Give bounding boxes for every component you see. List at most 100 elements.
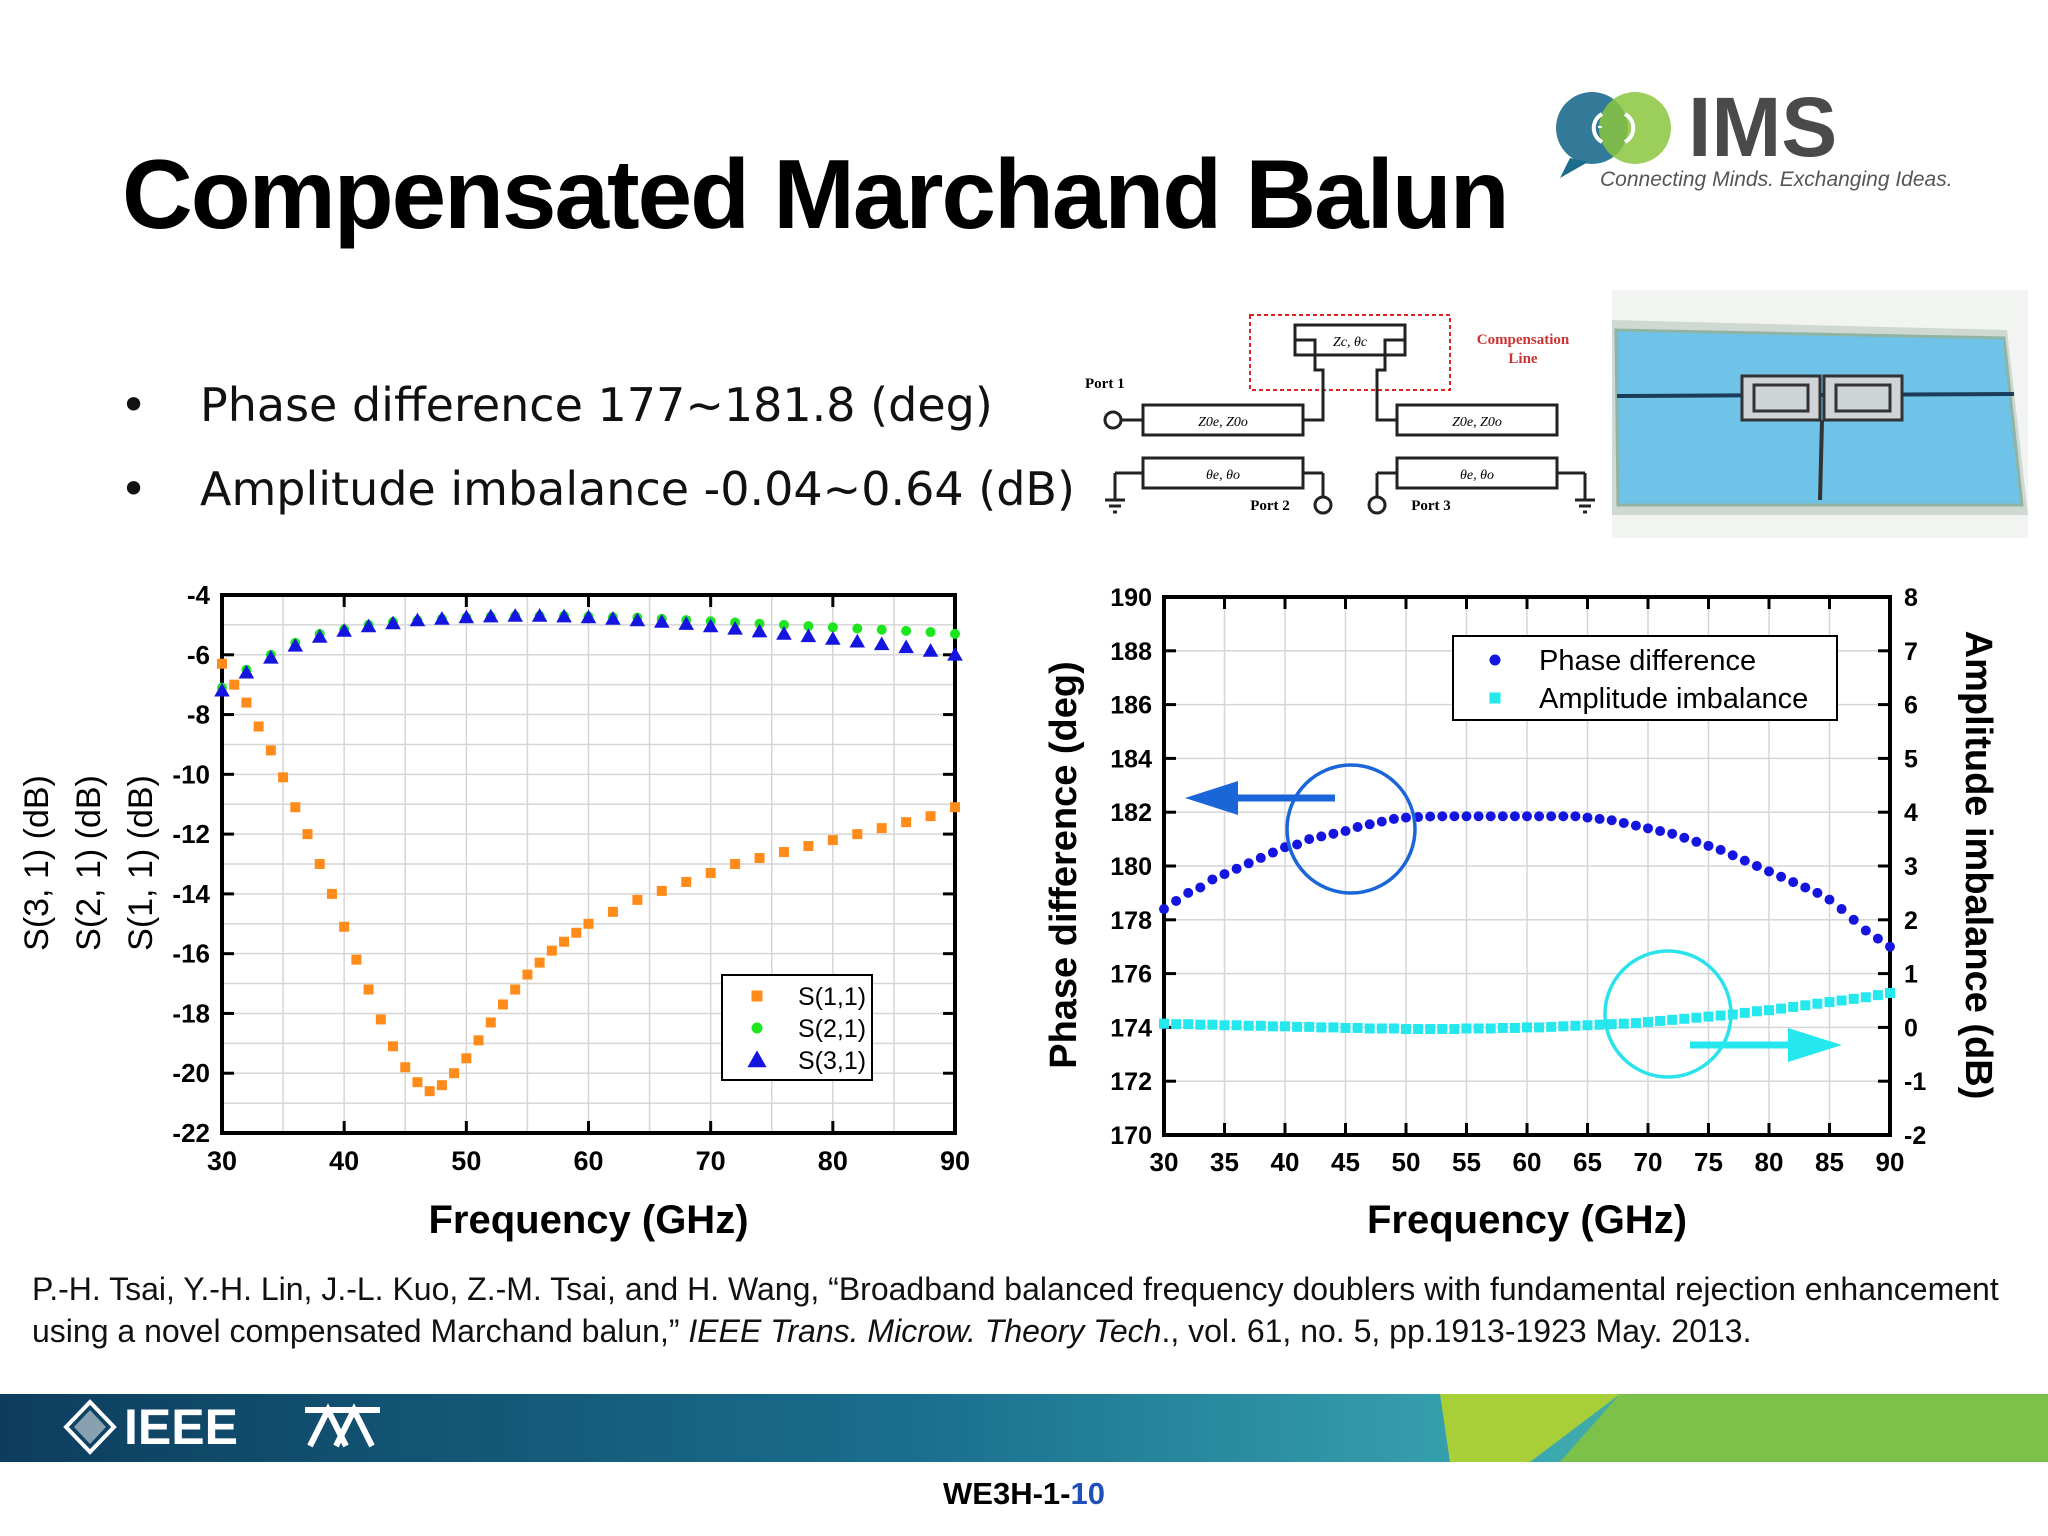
data-point — [1425, 1024, 1436, 1035]
data-point — [1489, 692, 1501, 704]
data-point — [751, 623, 768, 638]
data-point — [326, 888, 337, 899]
data-point — [1691, 1012, 1702, 1023]
data-point — [1788, 1001, 1799, 1012]
balun-3d-render — [1612, 290, 2028, 538]
data-point — [1183, 1019, 1194, 1030]
data-point — [1340, 826, 1351, 837]
data-point — [409, 612, 426, 627]
citation-text: ., vol. 61, no. 5, pp.1913-1923 May. 201… — [1161, 1313, 1752, 1349]
data-point — [1316, 831, 1327, 842]
data-point — [1618, 817, 1629, 828]
data-point — [730, 859, 741, 869]
x-tick-label: 65 — [1573, 1147, 1602, 1177]
data-point — [1885, 987, 1895, 998]
right-bottom-label: θe, θo — [1460, 468, 1494, 483]
port2-label: Port 2 — [1250, 498, 1290, 514]
data-point — [1824, 997, 1835, 1008]
data-point — [1437, 1024, 1448, 1035]
data-point — [485, 1017, 496, 1028]
y-tick-label: 176 — [1110, 961, 1152, 989]
left-top-label: Z0e, Z0o — [1198, 415, 1248, 430]
data-point — [1872, 990, 1883, 1001]
data-point — [385, 615, 401, 630]
y-tick-label: -4 — [187, 580, 211, 610]
data-point — [1328, 1022, 1339, 1033]
compensation-box — [1249, 314, 1451, 391]
data-point — [1606, 815, 1617, 826]
data-point — [1776, 871, 1787, 882]
data-point — [876, 823, 887, 834]
data-point — [607, 906, 618, 917]
data-point — [497, 999, 508, 1010]
amplitude-highlight-circle — [1603, 949, 1733, 1079]
data-point — [1364, 1023, 1375, 1034]
data-point — [754, 853, 765, 864]
data-point — [1473, 1023, 1484, 1034]
data-point — [778, 847, 789, 858]
data-point — [546, 945, 557, 956]
data-point — [849, 633, 866, 648]
data-point — [1195, 882, 1206, 893]
data-point — [776, 626, 792, 640]
legend: Phase difference Amplitude imbalance — [1452, 635, 1838, 721]
ims-tagline: Connecting Minds. Exchanging Ideas. — [1600, 168, 1953, 191]
data-point — [1522, 811, 1532, 822]
data-point — [1219, 869, 1230, 880]
data-point — [1304, 1021, 1315, 1032]
ieee-logo: IEEE — [63, 1399, 380, 1455]
data-point — [1497, 811, 1508, 822]
data-point — [681, 876, 692, 887]
data-point — [1195, 1019, 1206, 1030]
data-point — [1255, 1020, 1266, 1031]
x-tick-label: 70 — [696, 1146, 726, 1176]
data-point — [1340, 1022, 1351, 1033]
y-tick-label-right: 8 — [1904, 584, 1918, 612]
y-tick-label: 178 — [1110, 907, 1152, 935]
data-point — [605, 611, 621, 625]
data-point — [1606, 1019, 1617, 1030]
data-point — [1316, 1022, 1327, 1033]
data-point — [510, 984, 521, 995]
y-tick-label: 174 — [1110, 1014, 1152, 1042]
y-tick-label: 182 — [1110, 799, 1152, 827]
data-point — [1401, 1024, 1411, 1035]
data-point — [1304, 834, 1315, 845]
data-point — [1836, 995, 1847, 1006]
x-tick-label: 70 — [1634, 1147, 1663, 1177]
x-tick-label: 35 — [1210, 1147, 1239, 1177]
data-point — [950, 802, 960, 813]
data-point — [253, 721, 264, 732]
data-point — [1388, 1023, 1399, 1034]
compensation-label: Compensation — [1477, 332, 1570, 348]
balun-schematic: Zc, θc Compensation Line Port 1 Z0e, Z0o… — [1085, 314, 1595, 515]
data-point — [1534, 1022, 1545, 1033]
legend-label: S(3,1) — [798, 1047, 866, 1075]
data-point — [1449, 1024, 1460, 1035]
y-tick-label: -10 — [172, 759, 210, 789]
data-point — [1655, 1015, 1666, 1026]
series-Phase difference — [1159, 811, 1895, 952]
data-point — [1243, 1020, 1254, 1031]
x-tick-label: 80 — [818, 1146, 848, 1176]
slide-number: WE3H-1-10 — [0, 1476, 2048, 1512]
data-point — [1703, 840, 1714, 851]
y-tick-label: 170 — [1110, 1122, 1152, 1150]
data-point — [1231, 1020, 1242, 1031]
data-point — [1485, 1023, 1496, 1034]
data-point — [336, 623, 352, 637]
data-point — [1618, 1018, 1629, 1029]
data-point — [1522, 1022, 1532, 1033]
data-point — [278, 772, 289, 783]
data-point — [424, 1086, 435, 1097]
data-point — [901, 625, 912, 636]
data-point — [1401, 812, 1411, 823]
data-point — [214, 682, 230, 697]
data-point — [1679, 1013, 1690, 1024]
series-S(1,1) — [217, 658, 960, 1097]
x-tick-label: 80 — [1755, 1147, 1784, 1177]
data-point — [1425, 811, 1436, 822]
data-point — [1267, 847, 1278, 858]
data-point — [656, 885, 667, 896]
data-point — [436, 1080, 447, 1091]
